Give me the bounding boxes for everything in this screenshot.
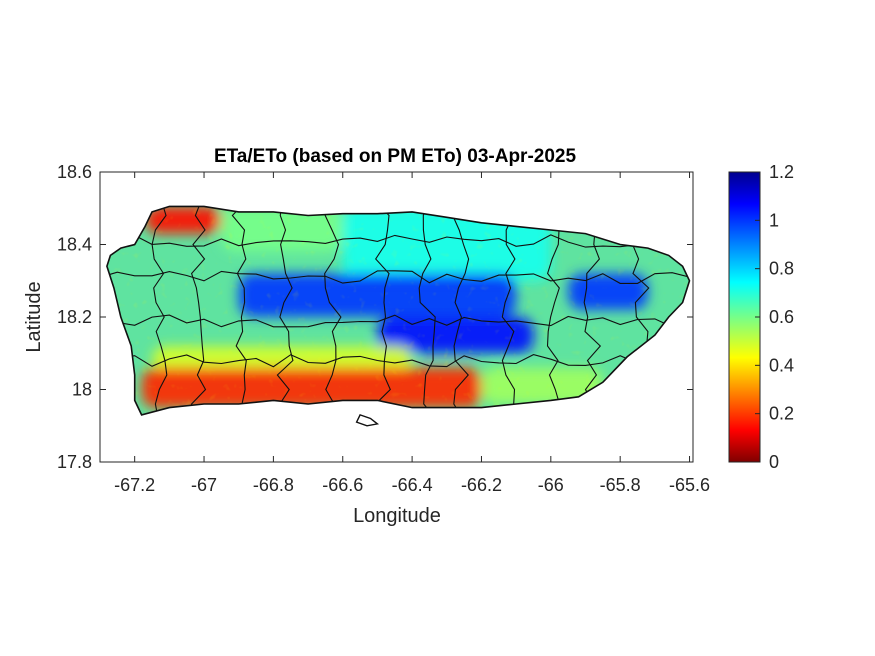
colorbar-tick-label: 0.8 bbox=[769, 259, 794, 279]
municipal-line-v-0 bbox=[151, 206, 168, 415]
x-tick-label: -65.6 bbox=[669, 475, 710, 495]
y-tick-label: 18.4 bbox=[57, 235, 92, 255]
x-tick-label: -65.8 bbox=[600, 475, 641, 495]
municipal-line-h-3 bbox=[106, 354, 690, 368]
y-tick-label: 18.2 bbox=[57, 307, 92, 327]
municipal-line-v-9 bbox=[546, 206, 561, 415]
y-axis: 17.8 18 18.2 18.4 18.6 bbox=[57, 162, 693, 472]
chart-title: ETa/ETo (based on PM ETo) 03-Apr-2025 bbox=[214, 146, 577, 167]
municipal-line-h-2 bbox=[106, 314, 690, 328]
municipal-line-v-1 bbox=[190, 206, 207, 415]
island-outline bbox=[106, 205, 691, 416]
municipal-line-h-0 bbox=[106, 234, 690, 248]
x-tick-label: -67.2 bbox=[114, 475, 155, 495]
municipal-line-v-5 bbox=[374, 206, 391, 415]
y-tick-label: 18 bbox=[72, 380, 92, 400]
y-tick-label: 18.6 bbox=[57, 162, 92, 182]
x-tick-label: -66.8 bbox=[253, 475, 294, 495]
heatmap-layer bbox=[106, 206, 690, 415]
colorbar: 0 0.2 0.4 0.6 0.8 1 1.2 bbox=[728, 162, 794, 472]
y-tick-label: 17.8 bbox=[57, 452, 92, 472]
y-axis-label: Latitude bbox=[23, 281, 45, 352]
x-tick-label: -66.6 bbox=[322, 475, 363, 495]
colorbar-tick-label: 0.6 bbox=[769, 307, 794, 327]
colorbar-tick-label: 0.4 bbox=[769, 355, 794, 375]
colorbar-tick-label: 1 bbox=[769, 210, 779, 230]
x-tick-label: -66.4 bbox=[392, 475, 433, 495]
municipal-line-v-3 bbox=[276, 206, 294, 415]
municipal-line-v-4 bbox=[324, 206, 342, 415]
municipal-line-v-8 bbox=[501, 206, 516, 415]
municipal-line-v-7 bbox=[452, 206, 470, 415]
x-tick-label: -66.2 bbox=[461, 475, 502, 495]
x-axis: -67.2 -67 -66.8 -66.6 -66.4 -66.2 -66 -65.8 -65.… bbox=[114, 172, 710, 495]
colorbar-tick-label: 0 bbox=[769, 452, 779, 472]
municipal-boundaries bbox=[106, 206, 690, 415]
x-tick-label: -67 bbox=[191, 475, 217, 495]
colorbar-tick-label: 1.2 bbox=[769, 162, 794, 182]
colorbar-ticks: 0 0.2 0.4 0.6 0.8 1 1.2 bbox=[755, 162, 794, 472]
municipal-line-v-2 bbox=[231, 206, 247, 415]
x-axis-label: Longitude bbox=[353, 505, 441, 527]
south-islet-outline bbox=[355, 414, 380, 427]
municipal-line-v-6 bbox=[418, 206, 436, 415]
colorbar-tick-label: 0.2 bbox=[769, 404, 794, 424]
municipal-line-v-10 bbox=[583, 206, 602, 415]
x-tick-label: -66 bbox=[538, 475, 564, 495]
municipal-line-h-1 bbox=[106, 270, 690, 284]
